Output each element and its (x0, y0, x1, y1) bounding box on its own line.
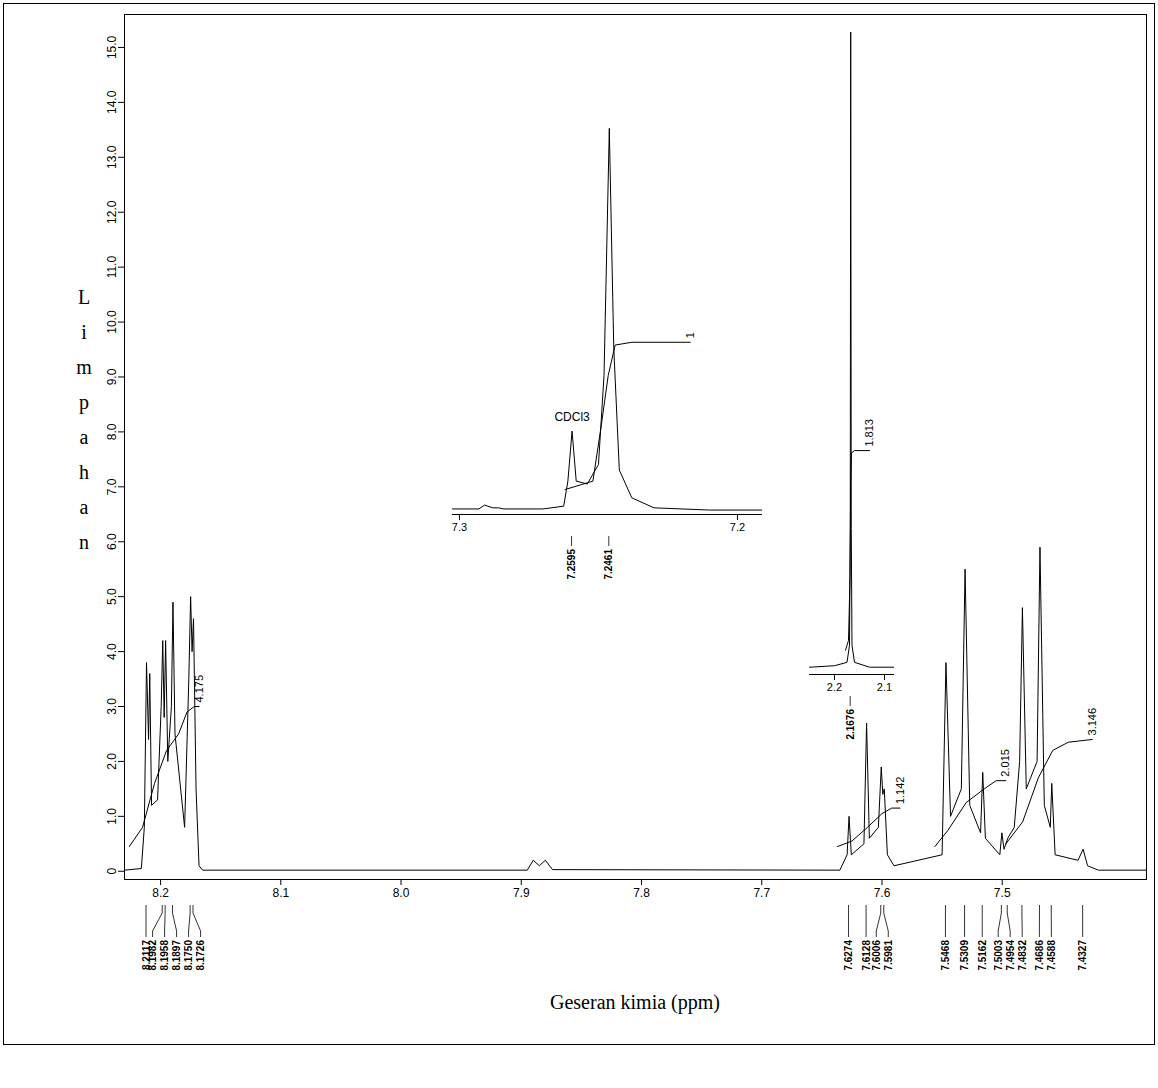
svg-text:8.1958: 8.1958 (159, 940, 170, 971)
svg-text:8.1726: 8.1726 (195, 940, 206, 971)
svg-text:7.5309: 7.5309 (959, 940, 970, 971)
svg-text:4.0: 4.0 (105, 643, 119, 660)
svg-text:h: h (79, 461, 89, 483)
svg-text:2.0: 2.0 (105, 753, 119, 770)
svg-text:4.175: 4.175 (193, 675, 205, 703)
svg-text:1.813: 1.813 (863, 419, 875, 447)
svg-text:7.2461: 7.2461 (603, 549, 614, 580)
svg-text:7.5003: 7.5003 (993, 940, 1004, 971)
svg-text:1: 1 (684, 332, 696, 338)
svg-text:8.1: 8.1 (272, 886, 289, 900)
svg-text:1.142: 1.142 (894, 777, 906, 805)
svg-text:7.5: 7.5 (994, 886, 1011, 900)
svg-text:p: p (79, 391, 89, 414)
svg-text:2.1: 2.1 (877, 681, 892, 693)
svg-text:3.146: 3.146 (1086, 708, 1098, 736)
svg-text:7.4588: 7.4588 (1046, 940, 1057, 971)
svg-text:7.5162: 7.5162 (977, 940, 988, 971)
svg-text:7.4954: 7.4954 (1005, 940, 1016, 971)
svg-text:2.015: 2.015 (999, 749, 1011, 777)
svg-text:i: i (81, 321, 87, 343)
svg-text:8.1897: 8.1897 (171, 940, 182, 971)
svg-text:15.0: 15.0 (105, 35, 119, 59)
svg-text:12.0: 12.0 (105, 200, 119, 224)
svg-text:7.7: 7.7 (753, 886, 770, 900)
svg-text:a: a (80, 426, 89, 448)
svg-text:2.2: 2.2 (827, 681, 842, 693)
svg-text:1.0: 1.0 (105, 808, 119, 825)
svg-text:7.0: 7.0 (105, 478, 119, 495)
svg-text:7.6006: 7.6006 (871, 940, 882, 971)
svg-text:7.3: 7.3 (452, 521, 467, 533)
svg-text:0: 0 (105, 868, 119, 875)
svg-text:11.0: 11.0 (105, 256, 119, 279)
svg-text:7.4686: 7.4686 (1034, 940, 1045, 971)
svg-text:7.2595: 7.2595 (566, 549, 577, 580)
svg-text:7.8: 7.8 (633, 886, 650, 900)
svg-text:7.5981: 7.5981 (883, 940, 894, 971)
svg-text:10.0: 10.0 (105, 310, 119, 334)
svg-text:7.6: 7.6 (874, 886, 891, 900)
svg-text:8.2: 8.2 (152, 886, 169, 900)
svg-text:13.0: 13.0 (105, 145, 119, 169)
svg-text:CDCl3: CDCl3 (554, 410, 590, 424)
svg-text:6.0: 6.0 (105, 533, 119, 550)
svg-text:3.0: 3.0 (105, 698, 119, 715)
svg-text:Geseran kimia (ppm): Geseran kimia (ppm) (550, 991, 720, 1014)
svg-text:7.4327: 7.4327 (1077, 940, 1088, 971)
svg-text:L: L (78, 286, 90, 308)
svg-text:n: n (79, 531, 89, 553)
svg-text:8.0: 8.0 (393, 886, 410, 900)
svg-text:8.2117: 8.2117 (140, 940, 152, 970)
svg-text:5.0: 5.0 (105, 588, 119, 605)
svg-text:a: a (80, 496, 89, 518)
svg-text:8.1750: 8.1750 (183, 940, 194, 971)
svg-text:m: m (76, 356, 92, 378)
svg-text:7.6274: 7.6274 (843, 940, 854, 971)
svg-text:7.6128: 7.6128 (860, 940, 872, 971)
svg-text:7.5468: 7.5468 (940, 940, 951, 971)
svg-text:8.1982: 8.1982 (147, 940, 158, 971)
svg-text:7.9: 7.9 (513, 886, 530, 900)
svg-text:14.0: 14.0 (105, 90, 119, 114)
svg-text:7.4832: 7.4832 (1017, 940, 1028, 971)
svg-text:7.2: 7.2 (730, 521, 745, 533)
svg-text:8.0: 8.0 (105, 423, 119, 440)
svg-text:2.1676: 2.1676 (845, 709, 856, 740)
svg-text:9.0: 9.0 (105, 368, 119, 385)
